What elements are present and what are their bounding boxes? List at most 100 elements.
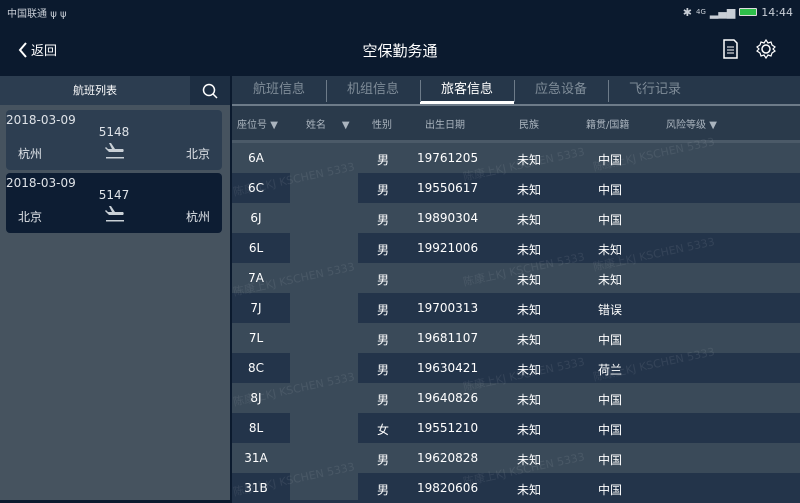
nationality-cell: 错误 — [598, 303, 623, 317]
nationality-cell: 中国 — [598, 453, 623, 467]
nationality-cell: 中国 — [598, 213, 623, 227]
nationality-cell: 中国 — [598, 393, 623, 407]
nationality-cell: 中国 — [598, 483, 623, 497]
seat-cell: 8L — [248, 421, 264, 435]
column-ethnicity: 民族 — [519, 119, 539, 131]
tab-crew-info[interactable]: 机组信息 — [326, 76, 420, 104]
bluetooth-icon: ✱ — [682, 5, 693, 19]
column-risk-level[interactable]: 风险等级 ▼ — [666, 119, 717, 131]
gear-icon[interactable] — [755, 38, 777, 60]
gender-cell: 女 — [377, 423, 390, 437]
sort-down-icon: ▼ — [709, 119, 717, 131]
ethnicity-cell: 未知 — [517, 183, 542, 197]
app-header: 返回 空保勤务通 — [0, 24, 800, 76]
birth-date-cell: 19890304 — [417, 211, 479, 225]
birth-date-cell: 19551210 — [417, 421, 479, 435]
table-header: 座位号 ▼ 姓名 ▼ 性别 出生日期 民族 籍贯/国籍 风险等级 ▼ — [232, 106, 800, 143]
gender-cell: 男 — [377, 243, 390, 257]
tab-flight-log[interactable]: 飞行记录 — [608, 76, 702, 104]
column-name[interactable]: 姓名 ▼ — [306, 119, 350, 131]
sort-down-icon: ▼ — [341, 119, 350, 131]
tab-flight-info[interactable]: 航班信息 — [252, 82, 305, 97]
signal-icon: 4G — [696, 8, 706, 16]
ethnicity-cell: 未知 — [517, 213, 542, 227]
birth-date-cell: 19820606 — [417, 481, 479, 495]
birth-date-cell: 19921006 — [417, 241, 479, 255]
birth-date-cell: 19640826 — [417, 391, 479, 405]
gender-cell: 男 — [377, 333, 390, 347]
passenger-panel: 航班信息 机组信息 旅客信息 应急设备 飞行记录 座位号 ▼ 姓名 ▼ 性别 出… — [232, 76, 800, 503]
ethnicity-cell: 未知 — [517, 333, 542, 347]
flight-list-title: 航班列表 — [73, 84, 117, 97]
ethnicity-cell: 未知 — [517, 423, 542, 437]
signal-bars-icon: ▂▄▆ — [709, 5, 736, 19]
ethnicity-cell: 未知 — [517, 393, 542, 407]
flight-origin: 杭州 — [18, 147, 43, 161]
usb-icon: ψ ψ — [50, 8, 67, 20]
tab-passenger-info[interactable]: 旅客信息 — [420, 76, 514, 104]
flight-card-selected[interactable]: 2018-03-09 5147 北京 杭州 — [6, 173, 222, 233]
nationality-cell: 中国 — [598, 183, 623, 197]
redacted-names — [290, 143, 358, 500]
birth-date-cell: 19630421 — [417, 361, 479, 375]
clock: 14:44 — [761, 5, 793, 19]
column-gender: 性别 — [372, 119, 392, 131]
ethnicity-cell: 未知 — [517, 153, 542, 167]
ethnicity-cell: 未知 — [517, 243, 542, 257]
flight-number: 5147 — [98, 188, 130, 202]
nationality-cell: 中国 — [598, 153, 623, 167]
airplane-icon — [105, 206, 124, 222]
seat-cell: 6A — [248, 151, 264, 165]
tab-emergency-equipment[interactable]: 应急设备 — [514, 76, 608, 104]
sort-down-icon: ▼ — [270, 119, 278, 131]
document-icon[interactable] — [719, 38, 741, 60]
ethnicity-cell: 未知 — [517, 273, 542, 287]
seat-cell: 31B — [244, 481, 268, 495]
chevron-left-icon — [18, 41, 27, 58]
flight-list-panel: 航班列表 2018-03-09 5148 杭州 北京 2018-03-09 51… — [0, 76, 230, 500]
gender-cell: 男 — [377, 273, 390, 287]
seat-cell: 8J — [250, 391, 262, 405]
search-icon — [202, 83, 218, 99]
ethnicity-cell: 未知 — [517, 483, 542, 497]
gender-cell: 男 — [377, 483, 390, 497]
birth-date-cell: 19761205 — [417, 151, 479, 165]
gender-cell: 男 — [377, 453, 390, 467]
birth-date-cell: 19681107 — [417, 331, 479, 345]
flight-date: 2018-03-09 — [6, 176, 76, 190]
seat-cell: 6C — [247, 181, 264, 195]
flight-origin: 北京 — [18, 210, 43, 224]
flight-destination: 北京 — [185, 147, 210, 161]
birth-date-cell: 19550617 — [417, 181, 479, 195]
seat-cell: 7A — [248, 271, 264, 285]
birth-date-cell: 19620828 — [417, 451, 479, 465]
battery-icon — [739, 8, 758, 16]
nationality-cell: 未知 — [598, 243, 623, 257]
column-nationality: 籍贯/国籍 — [586, 119, 630, 131]
search-button[interactable] — [190, 76, 230, 105]
gender-cell: 男 — [377, 303, 390, 317]
seat-cell: 8C — [247, 361, 264, 375]
gender-cell: 男 — [377, 183, 390, 197]
gender-cell: 男 — [377, 213, 390, 227]
tab-bar: 航班信息 机组信息 旅客信息 应急设备 飞行记录 — [232, 76, 800, 106]
birth-date-cell: 19700313 — [417, 301, 479, 315]
column-seat[interactable]: 座位号 ▼ — [237, 119, 278, 131]
column-birth-date: 出生日期 — [425, 119, 465, 131]
nationality-cell: 荷兰 — [598, 363, 623, 377]
gender-cell: 男 — [377, 393, 390, 407]
carrier-label: 中国联通 — [7, 8, 47, 20]
seat-cell: 6J — [250, 211, 262, 225]
nationality-cell: 中国 — [598, 423, 623, 437]
flight-number: 5148 — [98, 125, 130, 139]
flight-card[interactable]: 2018-03-09 5148 杭州 北京 — [6, 110, 222, 170]
seat-cell: 6L — [248, 241, 264, 255]
nationality-cell: 未知 — [598, 273, 623, 287]
seat-cell: 7J — [250, 301, 262, 315]
ethnicity-cell: 未知 — [517, 303, 542, 317]
flight-destination: 杭州 — [185, 210, 210, 224]
ethnicity-cell: 未知 — [517, 363, 542, 377]
back-button[interactable]: 返回 — [18, 40, 57, 59]
seat-cell: 31A — [244, 451, 268, 465]
back-label: 返回 — [31, 44, 58, 59]
